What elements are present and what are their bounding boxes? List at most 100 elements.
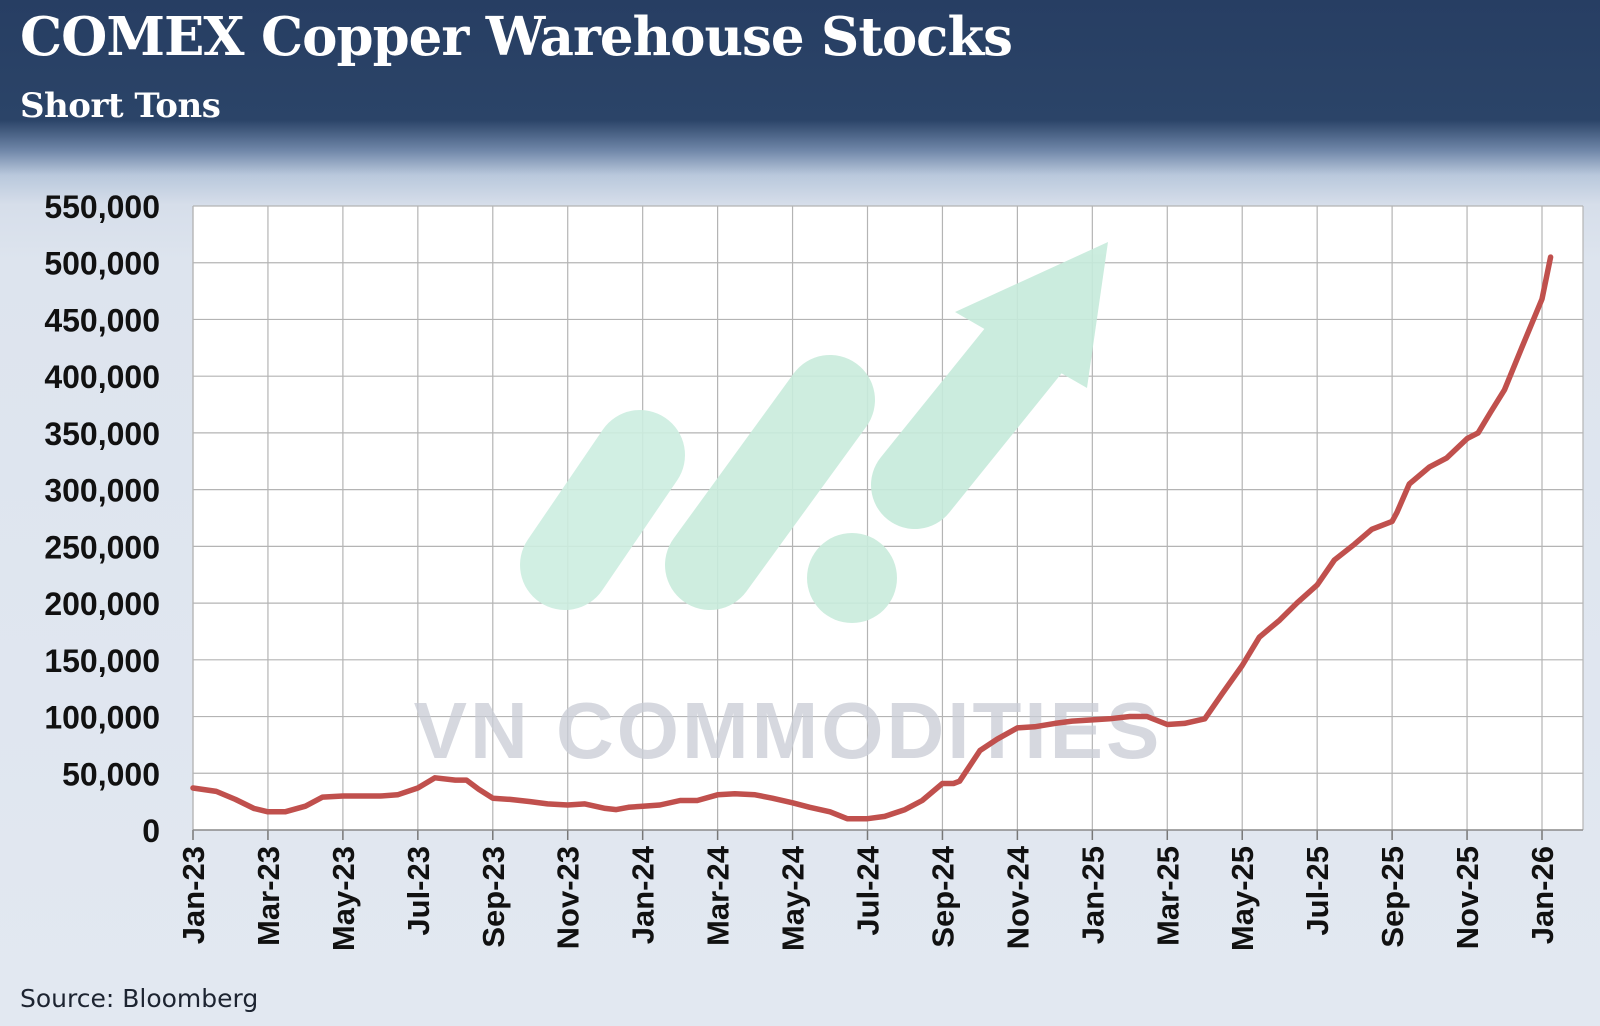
data-point xyxy=(267,811,269,813)
data-point xyxy=(478,788,480,790)
data-point xyxy=(771,797,773,799)
x-tick-label: Nov-23 xyxy=(551,846,586,949)
data-point xyxy=(465,779,467,781)
data-point xyxy=(509,798,511,800)
x-tick-label: May-23 xyxy=(326,846,361,951)
y-tick-label: 350,000 xyxy=(44,416,160,452)
x-tick-label: Sep-25 xyxy=(1375,846,1410,948)
data-point xyxy=(379,795,381,797)
x-tick-label: Mar-24 xyxy=(701,845,736,946)
x-tick-label: Jan-25 xyxy=(1075,846,1110,944)
data-point xyxy=(1333,559,1335,561)
data-point xyxy=(234,798,236,800)
y-tick-label: 250,000 xyxy=(44,529,160,565)
data-point xyxy=(642,805,644,807)
data-point xyxy=(304,805,306,807)
watermark-text: VN COMMODITIES xyxy=(414,686,1163,775)
data-point xyxy=(829,811,831,813)
data-point xyxy=(846,818,848,820)
data-point xyxy=(1504,389,1505,391)
data-point xyxy=(1279,619,1281,621)
data-point xyxy=(397,794,399,796)
data-point xyxy=(253,807,255,809)
data-point xyxy=(342,795,344,797)
data-point xyxy=(1446,457,1448,459)
data-point xyxy=(1258,636,1260,638)
data-point xyxy=(1466,438,1468,440)
x-tick-label: Mar-23 xyxy=(251,846,286,946)
data-point xyxy=(547,803,548,805)
data-point xyxy=(584,803,586,805)
data-point xyxy=(659,804,661,806)
x-tick-label: Jan-24 xyxy=(626,845,661,944)
data-point xyxy=(359,795,361,797)
data-point xyxy=(1034,726,1036,728)
x-tick-label: Jan-23 xyxy=(176,846,211,944)
data-point xyxy=(884,815,886,817)
data-point xyxy=(921,800,923,801)
x-tick-label: May-24 xyxy=(776,845,811,951)
x-tick-label: Nov-25 xyxy=(1450,846,1485,949)
data-point xyxy=(979,750,981,752)
data-point xyxy=(615,809,617,811)
watermark-logo: VN COMMODITIES xyxy=(414,242,1163,775)
data-point xyxy=(1221,693,1223,695)
data-point xyxy=(696,800,698,801)
data-point xyxy=(1408,483,1410,485)
data-point xyxy=(996,738,998,740)
data-point xyxy=(1091,719,1093,721)
data-point xyxy=(1204,718,1206,720)
data-point xyxy=(1371,528,1373,530)
data-point xyxy=(754,794,756,796)
data-point xyxy=(734,793,736,795)
data-point xyxy=(717,794,719,796)
data-point xyxy=(604,807,606,809)
x-tick-label: Sep-24 xyxy=(925,845,960,947)
data-point xyxy=(1296,602,1298,604)
data-point xyxy=(679,800,681,801)
x-tick-label: Nov-24 xyxy=(1000,845,1035,949)
y-tick-label: 550,000 xyxy=(44,189,160,225)
x-axis-ticks: Jan-23 Mar-23 May-23 Jul-23 Sep-23 Nov-23 Jan-… xyxy=(176,830,1560,951)
watermark-bar-left xyxy=(520,410,685,610)
data-point xyxy=(192,787,194,789)
series-layer xyxy=(190,254,1554,822)
watermark-bar-middle xyxy=(665,355,875,610)
watermark-arrow-shaft xyxy=(871,286,1084,529)
data-point xyxy=(1054,722,1056,724)
y-tick-label: 50,000 xyxy=(62,756,160,792)
x-tick-label: Mar-25 xyxy=(1150,846,1185,946)
data-point xyxy=(1489,412,1491,413)
data-point xyxy=(567,804,569,806)
data-point xyxy=(492,797,494,799)
data-point xyxy=(1391,520,1393,522)
data-point xyxy=(809,806,811,808)
y-tick-label: 450,000 xyxy=(44,302,160,338)
data-point xyxy=(1550,256,1552,258)
data-point xyxy=(1071,720,1073,722)
data-point xyxy=(322,796,324,798)
data-point xyxy=(215,790,217,792)
y-axis-ticks: 0 50,000 100,000 150,000 200,000 250,000 300,0… xyxy=(44,189,160,849)
data-point xyxy=(454,779,456,781)
data-point xyxy=(1541,298,1543,300)
data-point xyxy=(1429,466,1431,468)
y-tick-label: 200,000 xyxy=(44,586,160,622)
y-tick-label: 300,000 xyxy=(44,473,160,509)
data-point xyxy=(941,783,943,784)
data-point xyxy=(904,809,906,811)
data-point xyxy=(529,801,531,803)
data-point xyxy=(1184,722,1185,724)
data-point xyxy=(1396,511,1398,513)
y-tick-label: 0 xyxy=(142,813,160,849)
data-point xyxy=(1354,543,1356,545)
y-tick-label: 400,000 xyxy=(44,359,160,395)
chart-subtitle: Short Tons xyxy=(20,86,221,126)
chart-header: COMEX Copper Warehouse Stocks Short Tons xyxy=(0,0,1600,140)
data-point xyxy=(953,783,954,784)
watermark-dot xyxy=(807,533,897,623)
x-tick-label: Jul-23 xyxy=(401,846,436,936)
data-point xyxy=(628,806,629,808)
source-note: Source: Bloomberg xyxy=(20,984,259,1013)
